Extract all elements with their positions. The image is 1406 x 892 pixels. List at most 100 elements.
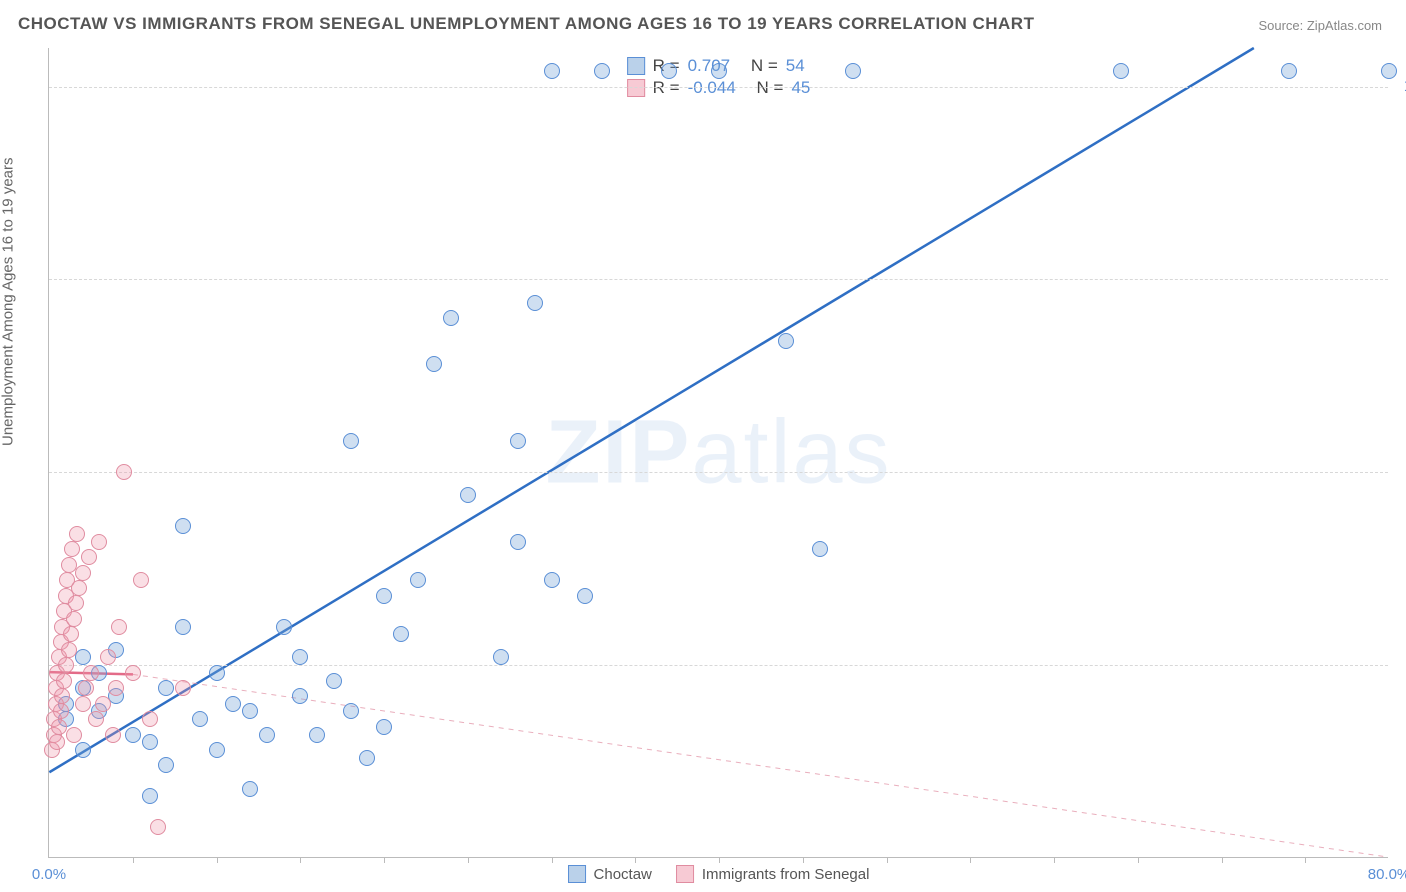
y-tick-label: 100.0% [1398,78,1406,96]
scatter-point [125,727,141,743]
scatter-point [1281,63,1297,79]
x-tick [803,857,804,863]
scatter-point [75,565,91,581]
y-tick-label: 50.0% [1398,463,1406,481]
scatter-point [443,310,459,326]
legend-label: Choctaw [594,866,652,883]
scatter-point [61,642,77,658]
scatter-point [225,696,241,712]
gridline [49,87,1388,88]
scatter-point [64,541,80,557]
scatter-point [812,541,828,557]
scatter-point [150,819,166,835]
chart-title: CHOCTAW VS IMMIGRANTS FROM SENEGAL UNEMP… [18,14,1034,34]
scatter-point [158,680,174,696]
scatter-point [209,665,225,681]
scatter-point [192,711,208,727]
plot-area: ZIPatlas R = 0.707 N = 54 R = -0.044 N =… [48,48,1388,858]
scatter-point [91,534,107,550]
scatter-point [49,734,65,750]
scatter-point [292,688,308,704]
scatter-point [142,788,158,804]
scatter-point [66,611,82,627]
scatter-point [376,588,392,604]
scatter-point [66,727,82,743]
scatter-point [75,649,91,665]
scatter-point [58,657,74,673]
scatter-point [56,673,72,689]
scatter-point [309,727,325,743]
scatter-point [326,673,342,689]
scatter-point [661,63,677,79]
series-legend: Choctaw Immigrants from Senegal [568,865,870,883]
x-tick [635,857,636,863]
chart-container: CHOCTAW VS IMMIGRANTS FROM SENEGAL UNEMP… [0,0,1406,892]
scatter-point [527,295,543,311]
swatch-blue-icon [568,865,586,883]
scatter-point [63,626,79,642]
scatter-point [343,703,359,719]
scatter-point [100,649,116,665]
scatter-point [71,580,87,596]
legend-label: Immigrants from Senegal [702,866,870,883]
x-tick [300,857,301,863]
x-tick [887,857,888,863]
scatter-point [88,711,104,727]
scatter-point [116,464,132,480]
swatch-pink-icon [676,865,694,883]
x-tick [1222,857,1223,863]
gridline [49,279,1388,280]
scatter-point [544,63,560,79]
scatter-point [81,549,97,565]
scatter-point [376,719,392,735]
x-tick [552,857,553,863]
scatter-point [75,742,91,758]
scatter-point [577,588,593,604]
scatter-point [209,742,225,758]
scatter-point [711,63,727,79]
scatter-point [175,518,191,534]
x-tick [1138,857,1139,863]
legend-item-senegal: Immigrants from Senegal [676,865,870,883]
y-axis-label: Unemployment Among Ages 16 to 19 years [0,157,17,446]
trend-lines [49,48,1388,857]
scatter-point [845,63,861,79]
x-tick [133,857,134,863]
scatter-point [426,356,442,372]
scatter-point [78,680,94,696]
scatter-point [510,534,526,550]
x-tick [468,857,469,863]
gridline [49,665,1388,666]
scatter-point [359,750,375,766]
scatter-point [69,526,85,542]
legend-item-choctaw: Choctaw [568,865,652,883]
scatter-point [1113,63,1129,79]
scatter-point [460,487,476,503]
scatter-point [175,619,191,635]
scatter-point [83,665,99,681]
scatter-point [142,711,158,727]
scatter-point [75,696,91,712]
gridline [49,472,1388,473]
scatter-point [111,619,127,635]
scatter-point [175,680,191,696]
y-tick-label: 75.0% [1398,270,1406,288]
x-tick-label: 80.0% [1368,866,1406,883]
scatter-point [51,719,67,735]
scatter-point [1381,63,1397,79]
scatter-point [510,433,526,449]
scatter-point [544,572,560,588]
x-tick-label: 0.0% [32,866,66,883]
scatter-point [242,703,258,719]
scatter-point [242,781,258,797]
x-tick [217,857,218,863]
x-tick [719,857,720,863]
scatter-point [68,595,84,611]
scatter-point [259,727,275,743]
scatter-point [108,680,124,696]
scatter-point [54,688,70,704]
scatter-point [778,333,794,349]
scatter-point [142,734,158,750]
x-tick [1305,857,1306,863]
scatter-point [493,649,509,665]
